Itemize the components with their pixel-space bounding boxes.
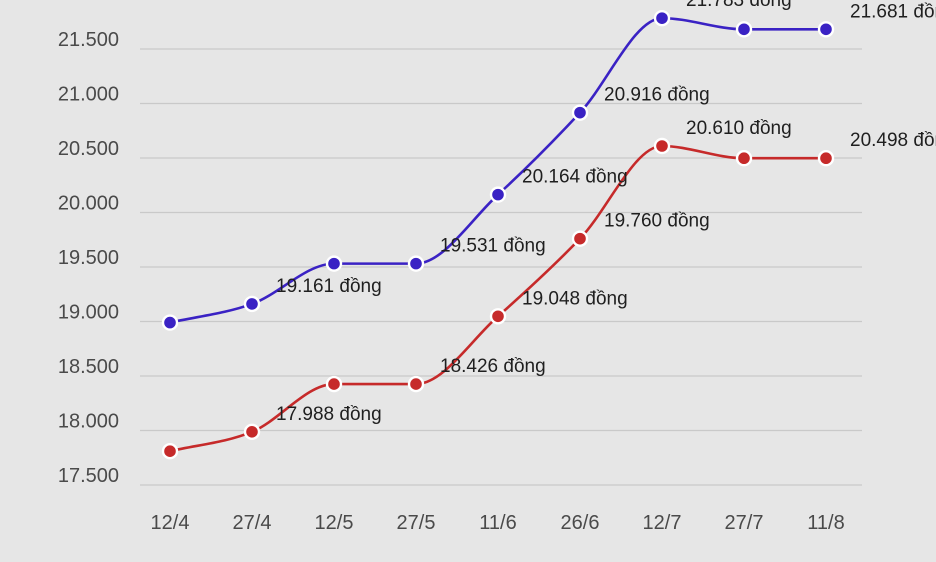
y-axis: 17.500 18.000 18.500 19.000 19.500 20.000 20.5… bbox=[58, 29, 119, 487]
y-tick-label: 21.500 bbox=[58, 29, 119, 51]
x-tick-label: 26/6 bbox=[561, 512, 600, 534]
x-tick-label: 12/5 bbox=[315, 512, 354, 534]
series-1-point bbox=[407, 255, 425, 272]
series-1-data-label: 19.161 đồng bbox=[276, 276, 382, 297]
y-tick-label: 21.000 bbox=[58, 84, 119, 106]
y-tick-label: 18.000 bbox=[58, 411, 119, 433]
x-tick-label: 11/8 bbox=[807, 512, 844, 534]
x-tick-label: 12/7 bbox=[643, 512, 682, 534]
series-2-data-label: 17.988 đồng bbox=[276, 404, 382, 425]
series-1-data-label: 20.164 đồng bbox=[522, 167, 628, 188]
x-tick-label: 11/6 bbox=[479, 512, 516, 534]
y-tick-label: 18.500 bbox=[58, 356, 119, 378]
grid bbox=[140, 48, 862, 486]
series-2-point bbox=[489, 308, 507, 325]
x-tick-label: 27/7 bbox=[725, 512, 764, 534]
y-tick-label: 20.000 bbox=[58, 193, 119, 215]
series-2-data-label: 19.048 đồng bbox=[522, 288, 628, 309]
x-axis: 12/4 27/4 12/5 27/5 11/6 26/6 12/7 27/7 11/8 bbox=[151, 512, 845, 534]
series-2-data-label: 19.760 đồng bbox=[604, 211, 710, 232]
series-2-point bbox=[571, 230, 589, 247]
series-1-point bbox=[653, 9, 671, 27]
series-1-point bbox=[161, 314, 179, 331]
series-2-point bbox=[407, 375, 425, 393]
series-2-point bbox=[653, 137, 671, 155]
y-tick-label: 19.500 bbox=[58, 247, 119, 269]
series-1-point bbox=[243, 295, 261, 313]
y-tick-label: 17.500 bbox=[58, 465, 119, 487]
x-tick-label: 12/4 bbox=[151, 512, 190, 534]
series-2-point bbox=[735, 150, 753, 167]
x-tick-label: 27/5 bbox=[397, 512, 436, 534]
series-2-data-label: 20.498 đồng bbox=[850, 130, 936, 151]
series-1-data-label: 21.783 đồng bbox=[686, 0, 792, 11]
series-points bbox=[161, 9, 835, 460]
series-1-data-label: 20.916 đồng bbox=[604, 85, 710, 106]
series-2-data-label: 18.426 đồng bbox=[440, 356, 546, 377]
series-1-point bbox=[325, 255, 343, 272]
series-2-point bbox=[325, 375, 343, 393]
y-tick-label: 19.000 bbox=[58, 302, 119, 324]
series-1-point bbox=[571, 104, 589, 121]
series-1-point bbox=[489, 186, 507, 203]
series-2-point bbox=[817, 150, 835, 167]
series-2-point bbox=[161, 443, 179, 460]
y-tick-label: 20.500 bbox=[58, 138, 119, 160]
series-1-data-label: 19.531 đồng bbox=[440, 236, 546, 257]
data-labels: 19.161 đồng 19.531 đồng 20.164 đồng 20.916 … bbox=[276, 0, 936, 425]
series-2-data-label: 20.610 đồng bbox=[686, 118, 792, 139]
series-1-point bbox=[735, 21, 753, 38]
series-1-data-label: 21.681 đồng bbox=[850, 1, 936, 22]
x-tick-label: 27/4 bbox=[233, 512, 272, 534]
series-2-point bbox=[243, 423, 261, 441]
series-1-point bbox=[817, 21, 835, 38]
